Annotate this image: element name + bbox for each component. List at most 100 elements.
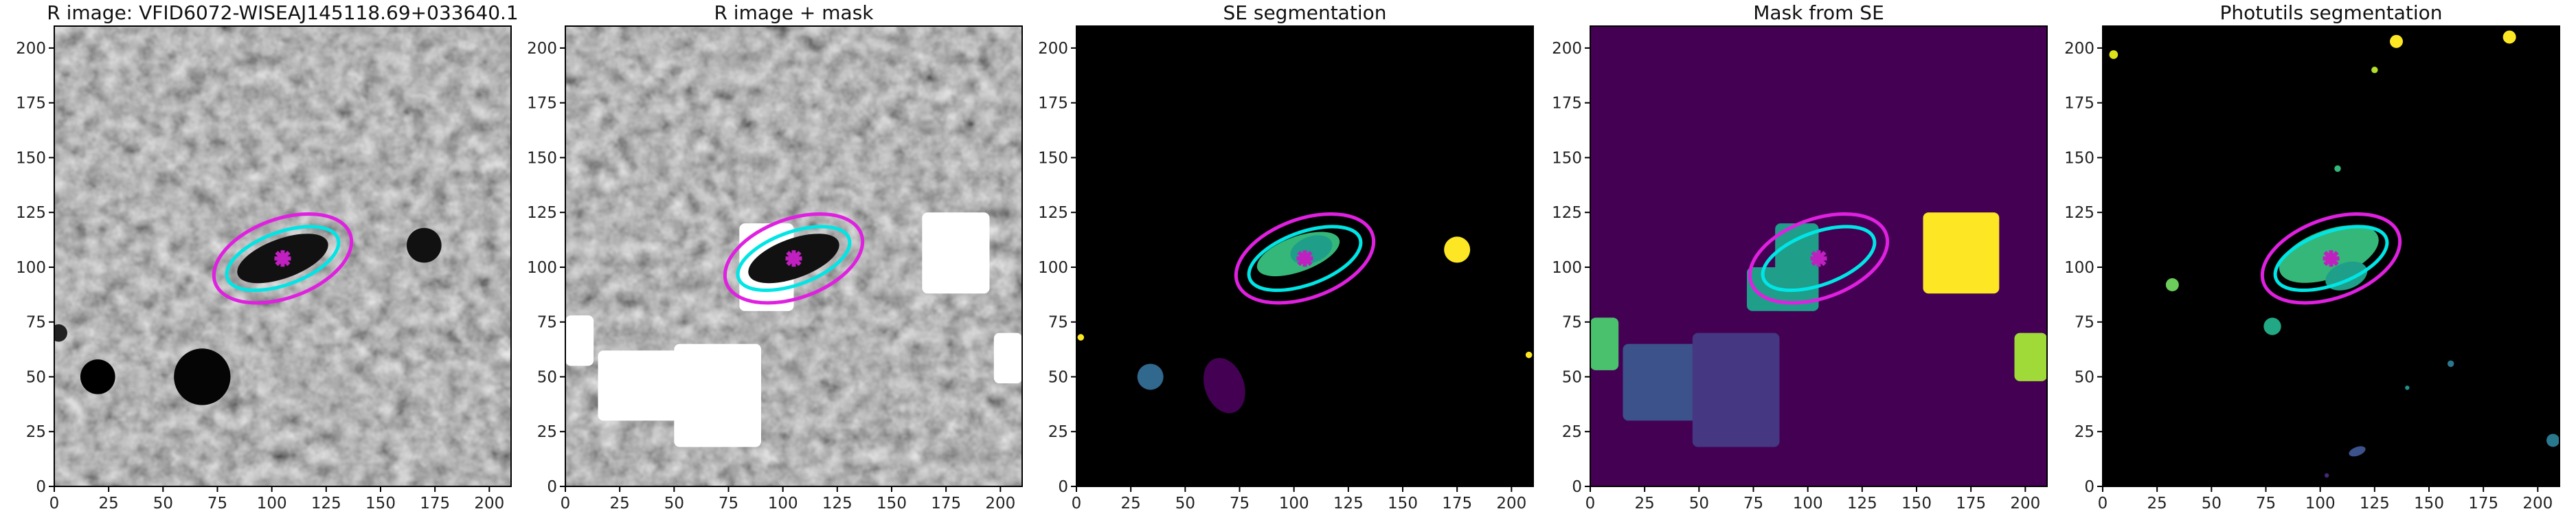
x-tick-label: 75 xyxy=(207,495,227,513)
x-tick-label: 125 xyxy=(822,495,852,513)
y-tick-label: 125 xyxy=(16,204,46,222)
y-tick-label: 175 xyxy=(2064,95,2094,113)
y-tick-label: 100 xyxy=(527,259,557,277)
image xyxy=(1076,26,1533,486)
mask-region xyxy=(1623,344,1704,421)
y-tick-label: 75 xyxy=(2075,314,2094,332)
y-tick-label: 0 xyxy=(1058,478,1068,496)
y-tick-label: 100 xyxy=(1552,259,1582,277)
ellipse xyxy=(225,225,341,293)
axes-frame xyxy=(1076,25,1534,487)
x-tick-label: 25 xyxy=(99,495,119,513)
x-tick-label: 125 xyxy=(1847,495,1877,513)
image xyxy=(2103,26,2560,486)
x-tick-label: 25 xyxy=(610,495,630,513)
blob xyxy=(1137,363,1164,390)
x-tick-label: 0 xyxy=(2098,495,2108,513)
blob xyxy=(2325,473,2329,478)
blob xyxy=(1204,358,1245,414)
blob xyxy=(2546,433,2560,447)
x-tick-label: 75 xyxy=(1743,495,1763,513)
y-tick-label: 50 xyxy=(2075,368,2094,386)
x-tick-label: 125 xyxy=(311,495,341,513)
y-tick-label: 200 xyxy=(1038,40,1068,58)
y-tick-label: 100 xyxy=(16,259,46,277)
blob xyxy=(80,359,115,394)
panel-title: Photutils segmentation xyxy=(2219,1,2442,24)
x-tick-label: 125 xyxy=(2360,495,2390,513)
center-marker xyxy=(785,250,802,267)
x-tick-label: 175 xyxy=(420,495,450,513)
blob xyxy=(2165,278,2179,291)
y-tick-label: 175 xyxy=(16,95,46,113)
y-tick-label: 50 xyxy=(1562,368,1582,386)
x-tick-label: 150 xyxy=(2414,495,2444,513)
y-tick-label: 125 xyxy=(1552,204,1582,222)
panel-title: Mask from SE xyxy=(1753,1,1884,24)
x-tick-label: 150 xyxy=(1901,495,1932,513)
mask-region xyxy=(1590,317,1619,370)
x-tick-label: 0 xyxy=(561,495,571,513)
x-tick-label: 200 xyxy=(1496,495,1526,513)
blob xyxy=(2334,165,2341,172)
x-tick-label: 175 xyxy=(1956,495,1986,513)
panel: 0 25 50 75 100 125 150 175 200 0 25 50 75 100 125 150 17… xyxy=(527,1,1023,513)
mask-region xyxy=(1692,333,1780,447)
x-tick-label: 25 xyxy=(1121,495,1141,513)
blob xyxy=(2447,360,2454,368)
mask-region xyxy=(598,350,686,421)
x-tick-label: 0 xyxy=(49,495,60,513)
mask-region xyxy=(674,344,761,447)
image xyxy=(54,26,511,486)
y-tick-label: 175 xyxy=(527,95,557,113)
x-tick-label: 100 xyxy=(257,495,287,513)
center-marker xyxy=(2323,250,2340,267)
axes-frame xyxy=(1590,25,2048,487)
y-tick-label: 25 xyxy=(2075,423,2094,441)
y-tick-label: 175 xyxy=(1552,95,1582,113)
ellipse xyxy=(2273,225,2389,293)
blob xyxy=(1077,334,1085,341)
x-tick-label: 50 xyxy=(664,495,684,513)
x-tick-label: 25 xyxy=(2147,495,2167,513)
y-tick-label: 0 xyxy=(1572,478,1582,496)
x-tick-label: 175 xyxy=(1442,495,1472,513)
y-tick-label: 150 xyxy=(2064,149,2094,167)
y-tick-label: 200 xyxy=(1552,40,1582,58)
y-tick-label: 125 xyxy=(1038,204,1068,222)
x-tick-label: 50 xyxy=(2202,495,2222,513)
panel-title: SE segmentation xyxy=(1223,1,1387,24)
y-tick-label: 25 xyxy=(26,423,46,441)
y-tick-label: 150 xyxy=(1038,149,1068,167)
y-tick-label: 75 xyxy=(1048,314,1068,332)
mask-region xyxy=(565,315,594,366)
x-tick-label: 200 xyxy=(474,495,504,513)
y-tick-label: 200 xyxy=(2064,40,2094,58)
y-tick-label: 150 xyxy=(16,149,46,167)
blob xyxy=(1525,351,1533,359)
y-tick-label: 25 xyxy=(1048,423,1068,441)
mask-region xyxy=(2014,333,2047,381)
x-tick-label: 50 xyxy=(1175,495,1195,513)
axes-frame xyxy=(2102,25,2560,487)
panel: 0 25 50 75 100 125 150 175 200 0 25 50 75 100 125 150 17… xyxy=(2064,1,2560,513)
panel-title: R image: VFID6072-WISEAJ145118.69+033640… xyxy=(47,1,519,24)
x-tick-label: 200 xyxy=(985,495,1015,513)
y-tick-label: 150 xyxy=(1552,149,1582,167)
mask-region xyxy=(922,212,990,294)
x-tick-label: 75 xyxy=(2256,495,2276,513)
x-tick-label: 50 xyxy=(1689,495,1709,513)
y-tick-label: 100 xyxy=(2064,259,2094,277)
y-tick-label: 175 xyxy=(1038,95,1068,113)
x-tick-label: 75 xyxy=(719,495,738,513)
y-tick-label: 200 xyxy=(16,40,46,58)
x-tick-label: 125 xyxy=(1333,495,1364,513)
image xyxy=(1590,26,2047,486)
x-tick-label: 100 xyxy=(2305,495,2336,513)
y-tick-label: 0 xyxy=(36,478,46,496)
y-tick-label: 150 xyxy=(527,149,557,167)
blob xyxy=(2405,385,2410,390)
y-tick-label: 25 xyxy=(1562,423,1582,441)
blob xyxy=(2502,30,2516,44)
